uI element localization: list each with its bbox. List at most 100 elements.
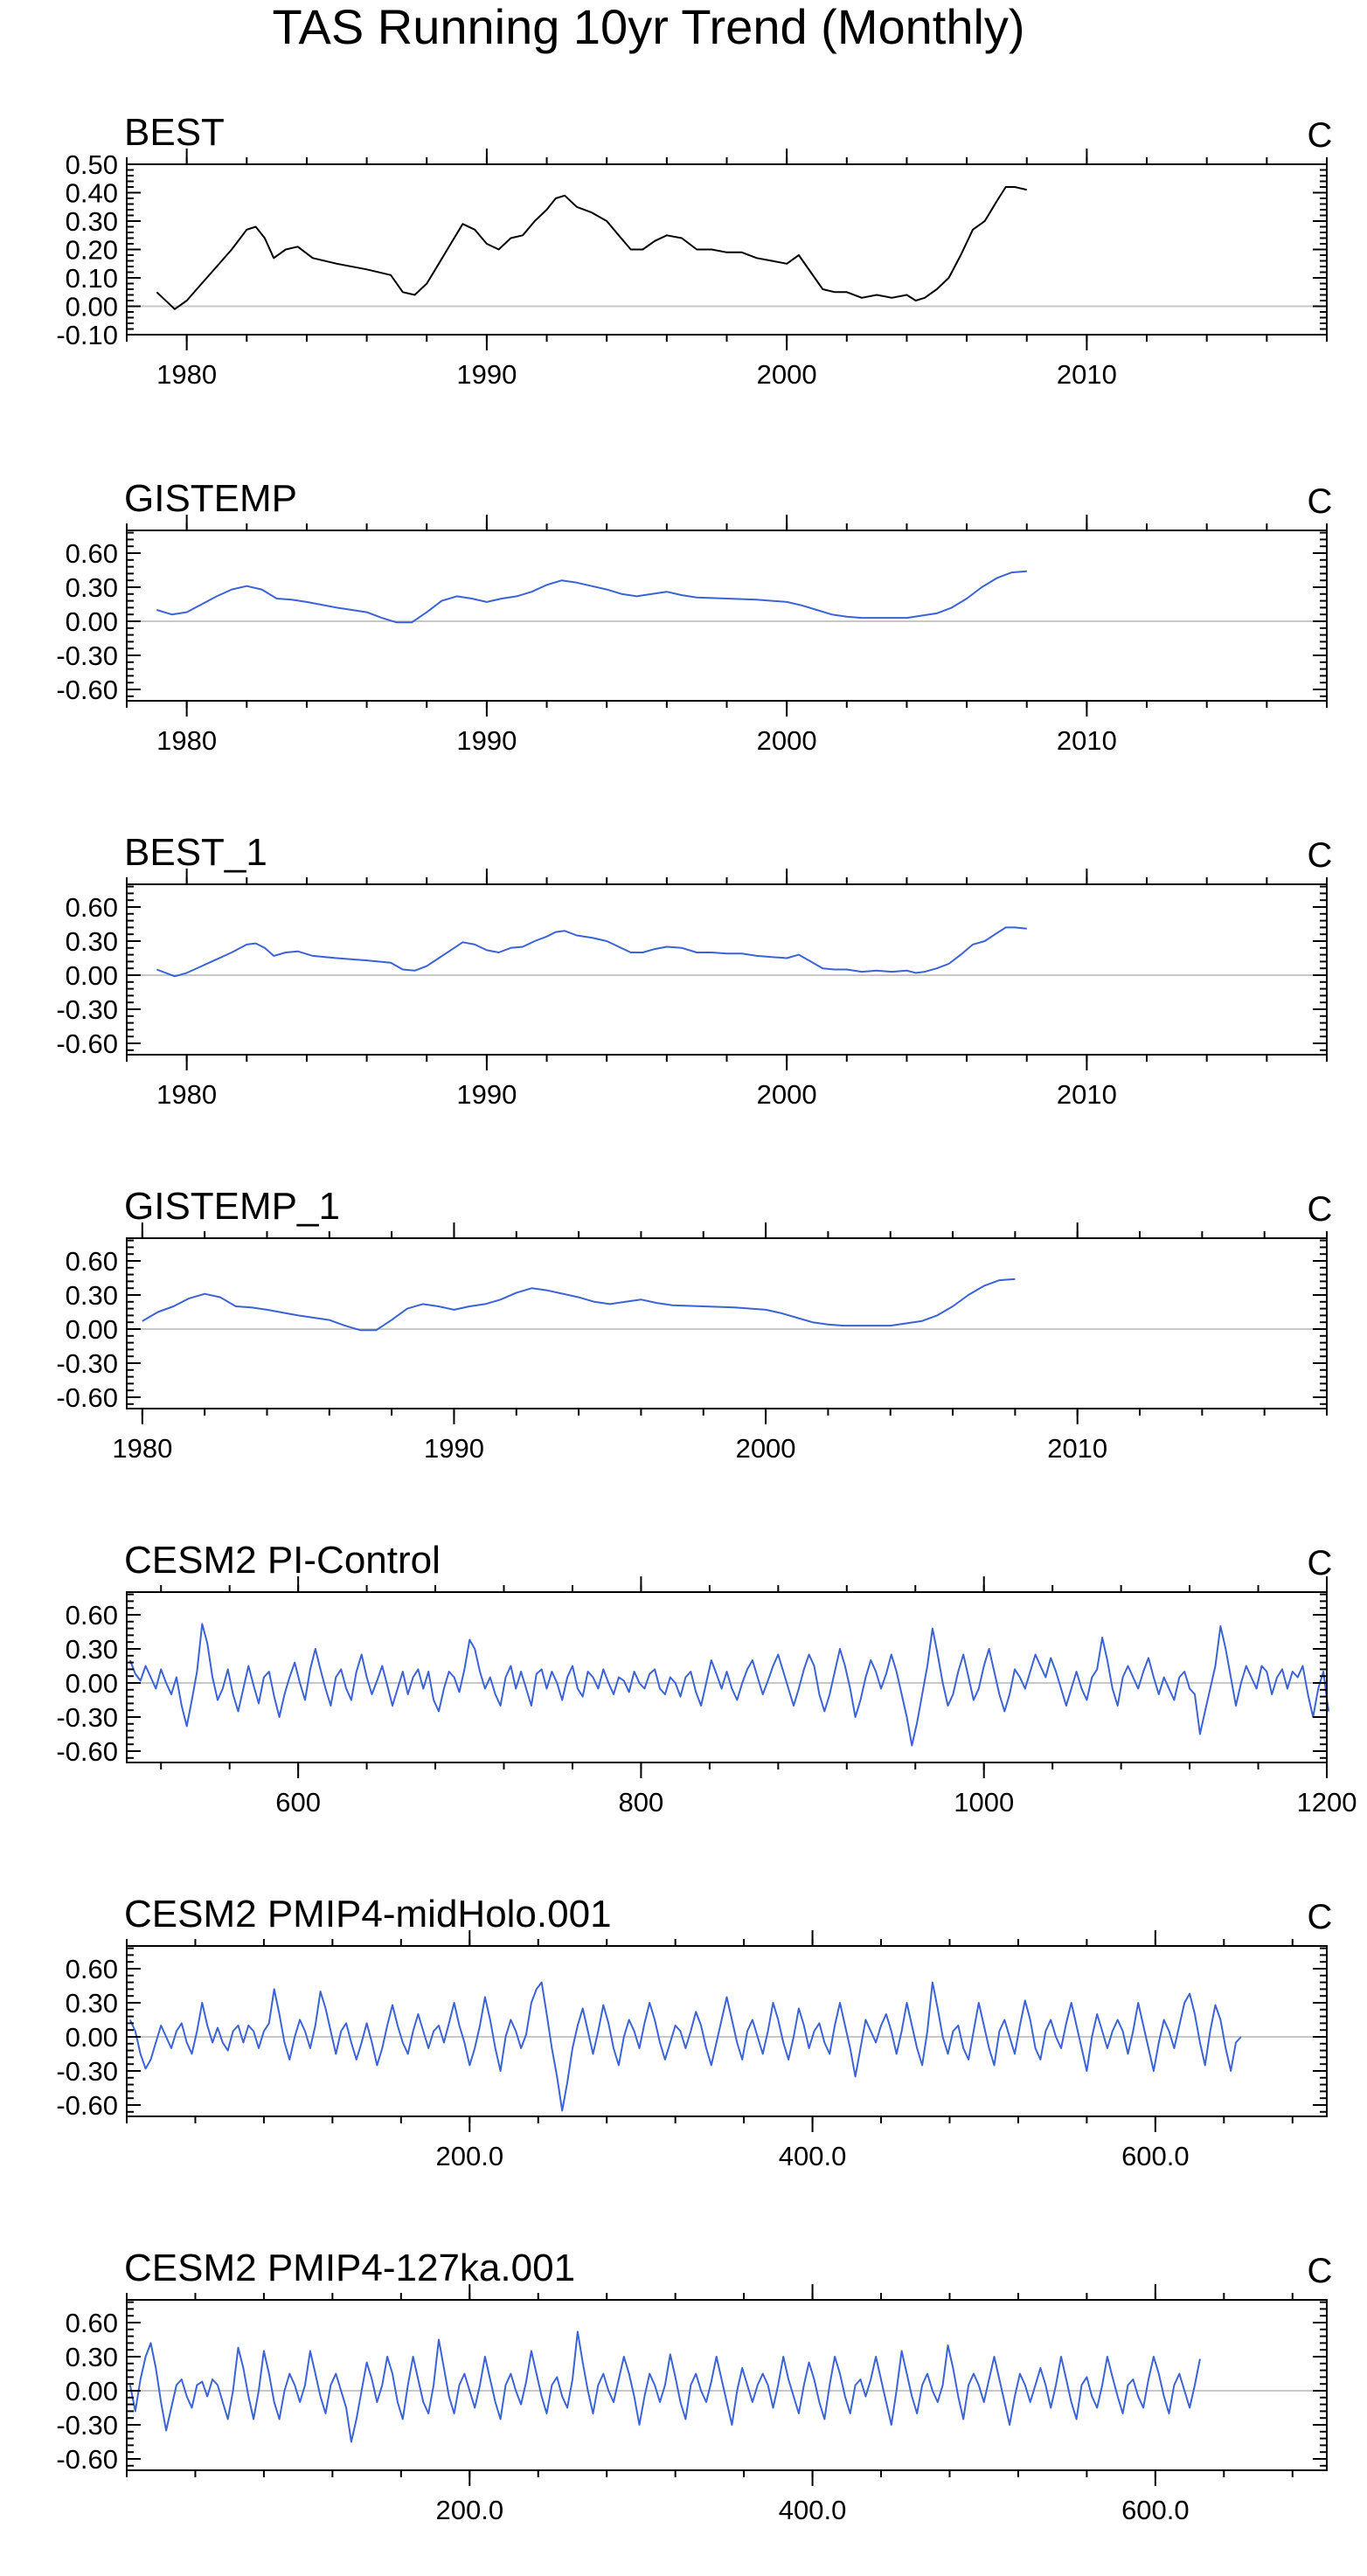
y-tick-label: -0.60 <box>56 1028 118 1059</box>
x-tick-label: 600.0 <box>1121 2495 1190 2525</box>
y-tick-label: 0.30 <box>66 2342 118 2372</box>
panel-1: BEST C -0.100.000.100.200.300.400.50 1980 19… <box>56 111 1332 390</box>
panel-title: GISTEMP_1 <box>124 1185 340 1228</box>
x-tick-label: 400.0 <box>779 2141 847 2171</box>
unit-label: C <box>1308 2252 1333 2290</box>
unit-label: C <box>1308 1898 1333 1936</box>
panel-7: CESM2 PMIP4-127ka.001 C -0.60-0.30 0.00 0.30… <box>56 2247 1332 2525</box>
panel-title: CESM2 PMIP4-midHolo.001 <box>124 1893 612 1935</box>
y-tick-label: -0.30 <box>56 1348 118 1379</box>
y-tick-label: -0.60 <box>56 1382 118 1413</box>
y-tick-label: 0.60 <box>66 1954 118 1984</box>
x-tick-label: 200.0 <box>435 2495 503 2525</box>
plot-frame <box>126 2299 1328 2471</box>
plot-frame <box>126 1591 1328 1763</box>
series-line <box>142 1278 1016 1332</box>
x-tick-label: 600.0 <box>1121 2141 1190 2171</box>
y-tick-label: 0.00 <box>66 1314 118 1345</box>
y-tick-label: -0.60 <box>56 2444 118 2475</box>
x-tick-label: 1980 <box>156 1079 217 1110</box>
plot-frame <box>126 1945 1328 2117</box>
panel-title: CESM2 PI-Control <box>124 1539 441 1582</box>
panel-title: CESM2 PMIP4-127ka.001 <box>124 2247 575 2289</box>
series-line <box>128 2330 1201 2443</box>
y-tick-label: 0.00 <box>66 2376 118 2406</box>
y-tick-label: -0.30 <box>56 994 118 1025</box>
x-tick-label: 1000 <box>954 1787 1014 1818</box>
y-tick-label: 0.30 <box>66 926 118 957</box>
y-tick-label: -0.30 <box>56 2056 118 2087</box>
y-tick-label: 0.60 <box>66 1246 118 1277</box>
x-tick-label: 2010 <box>1047 1433 1107 1464</box>
x-tick-label: 1990 <box>456 725 517 756</box>
plot-frame <box>126 883 1328 1056</box>
series-line <box>128 1981 1242 2112</box>
y-tick-label: -0.30 <box>56 2410 118 2441</box>
x-tick-label: 400.0 <box>779 2495 847 2525</box>
panel-title: BEST <box>124 111 225 154</box>
y-tick-label: 0.10 <box>66 263 118 294</box>
y-tick-label: -0.60 <box>56 675 118 705</box>
x-tick-label: 1990 <box>424 1433 484 1464</box>
x-tick-label: 1980 <box>156 725 217 756</box>
y-tick-label: 0.50 <box>66 149 118 180</box>
plot-frame <box>126 530 1328 702</box>
x-tick-label: 2010 <box>1057 1079 1117 1110</box>
series-line <box>156 926 1027 978</box>
x-tick-label: 2000 <box>757 725 817 756</box>
unit-label: C <box>1308 1190 1333 1229</box>
panel-5: CESM2 PI-Control C -0.60-0.300.000.300.60 6… <box>56 1539 1357 1818</box>
x-tick-label: 2010 <box>1057 725 1117 756</box>
panel-title: BEST_1 <box>124 831 267 874</box>
x-tick-label: 800 <box>619 1787 664 1818</box>
x-tick-label: 2000 <box>736 1433 796 1464</box>
y-tick-label: -0.10 <box>56 320 118 350</box>
y-tick-label: 0.30 <box>66 1280 118 1311</box>
x-tick-label: 2000 <box>757 1079 817 1110</box>
y-tick-label: 0.30 <box>66 1634 118 1665</box>
x-tick-label: 200.0 <box>435 2141 503 2171</box>
figure-title: TAS Running 10yr Trend (Monthly) <box>272 0 1024 54</box>
x-tick-label: 1980 <box>156 359 217 390</box>
y-tick-label: 0.00 <box>66 960 118 991</box>
plot-frame <box>126 1237 1328 1409</box>
y-tick-label: 0.00 <box>66 292 118 322</box>
y-tick-label: 0.30 <box>66 572 118 603</box>
y-tick-label: 0.00 <box>66 606 118 637</box>
x-tick-label: 2010 <box>1057 359 1117 390</box>
panel-4: GISTEMP_1 C -0.60-0.300.000.300.60 1980 1990… <box>56 1185 1332 1464</box>
y-tick-label: 0.00 <box>66 2022 118 2053</box>
panel-3: BEST_1 C -0.60-0.300.000.300.60 1980 1990 200… <box>56 831 1332 1110</box>
plot-frame <box>126 163 1328 336</box>
x-tick-label: 1990 <box>456 1079 517 1110</box>
y-tick-label: 0.30 <box>66 206 118 237</box>
series-line <box>156 186 1028 310</box>
panel-2: GISTEMP C -0.60 -0.30 0.000.300.60 1980 1990 20… <box>56 477 1332 756</box>
y-tick-label: -0.60 <box>56 1736 118 1767</box>
y-tick-label: -0.30 <box>56 1702 118 1733</box>
y-tick-label: 0.40 <box>66 178 118 209</box>
unit-label: C <box>1308 836 1333 875</box>
y-tick-label: 0.60 <box>66 1600 118 1631</box>
x-tick-label: 600 <box>275 1787 321 1818</box>
y-tick-label: 0.60 <box>66 2308 118 2338</box>
y-tick-label: 0.30 <box>66 1988 118 2019</box>
panel-6: CESM2 PMIP4-midHolo.001 C-0.60-0.300.000.… <box>56 1893 1332 2171</box>
series-line <box>128 1623 1329 1747</box>
x-tick-label: 1200 <box>1297 1787 1357 1818</box>
y-tick-label: 0.00 <box>66 1668 118 1699</box>
x-tick-label: 1990 <box>456 359 517 390</box>
x-tick-label: 2000 <box>757 359 817 390</box>
unit-label: C <box>1308 116 1333 155</box>
y-tick-label: 0.60 <box>66 892 118 923</box>
y-tick-label: 0.60 <box>66 538 118 569</box>
panel-title: GISTEMP <box>124 477 297 520</box>
y-tick-label: 0.20 <box>66 235 118 266</box>
unit-label: C <box>1308 482 1333 521</box>
series-line <box>156 570 1027 624</box>
y-tick-label: -0.60 <box>56 2090 118 2121</box>
y-tick-label: -0.30 <box>56 641 118 671</box>
x-tick-label: 1980 <box>112 1433 172 1464</box>
unit-label: C <box>1308 1544 1333 1582</box>
